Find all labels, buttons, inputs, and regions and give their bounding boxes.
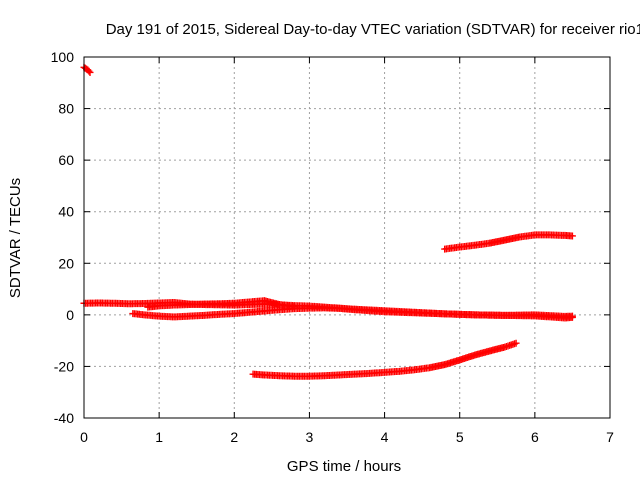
y-tick-label: 80 (58, 101, 74, 117)
y-tick-label: 100 (51, 49, 75, 65)
data-series (249, 339, 520, 380)
chart-title: Day 191 of 2015, Sidereal Day-to-day VTE… (106, 21, 640, 38)
x-tick-label: 2 (230, 429, 238, 445)
data-series (80, 63, 94, 76)
y-tick-label: 60 (58, 152, 74, 168)
data-series (129, 304, 576, 321)
y-tick-label: -40 (54, 410, 74, 426)
plot-frame (83, 56, 611, 419)
data-point (568, 312, 576, 320)
data-points (80, 63, 576, 380)
y-axis-label: SDTVAR / TECUs (7, 178, 24, 298)
data-point (85, 67, 93, 75)
x-tick-label: 4 (381, 429, 389, 445)
y-tick-label: 0 (66, 307, 74, 323)
x-tick-label: 0 (80, 429, 88, 445)
x-tick-label: 3 (306, 429, 314, 445)
data-point (568, 232, 576, 240)
data-series (144, 297, 298, 311)
data-point (290, 303, 298, 311)
x-tick-label: 1 (155, 429, 163, 445)
data-series (441, 231, 576, 253)
data-point (512, 339, 520, 347)
y-tick-label: 40 (58, 204, 74, 220)
x-tick-label: 7 (606, 429, 614, 445)
y-tick-label: 20 (58, 255, 74, 271)
x-axis-label: GPS time / hours (287, 458, 401, 475)
x-tick-label: 5 (456, 429, 464, 445)
data-point (86, 68, 94, 76)
y-tick-label: -20 (54, 358, 74, 374)
x-tick-label: 6 (531, 429, 539, 445)
